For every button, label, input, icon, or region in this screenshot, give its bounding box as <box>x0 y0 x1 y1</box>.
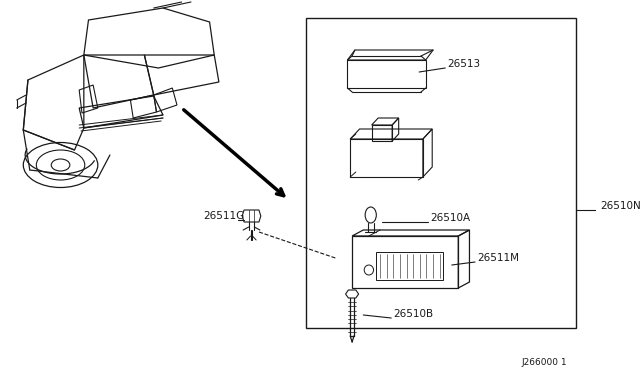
Text: 26511M: 26511M <box>477 253 519 263</box>
Bar <box>305 18 575 328</box>
Text: 26511G: 26511G <box>203 211 244 221</box>
Text: 26510B: 26510B <box>393 309 433 319</box>
Text: 26513: 26513 <box>447 59 480 69</box>
Text: 26510N: 26510N <box>600 201 640 211</box>
Text: 26510A: 26510A <box>430 213 470 223</box>
Text: J266000 1: J266000 1 <box>522 358 567 367</box>
